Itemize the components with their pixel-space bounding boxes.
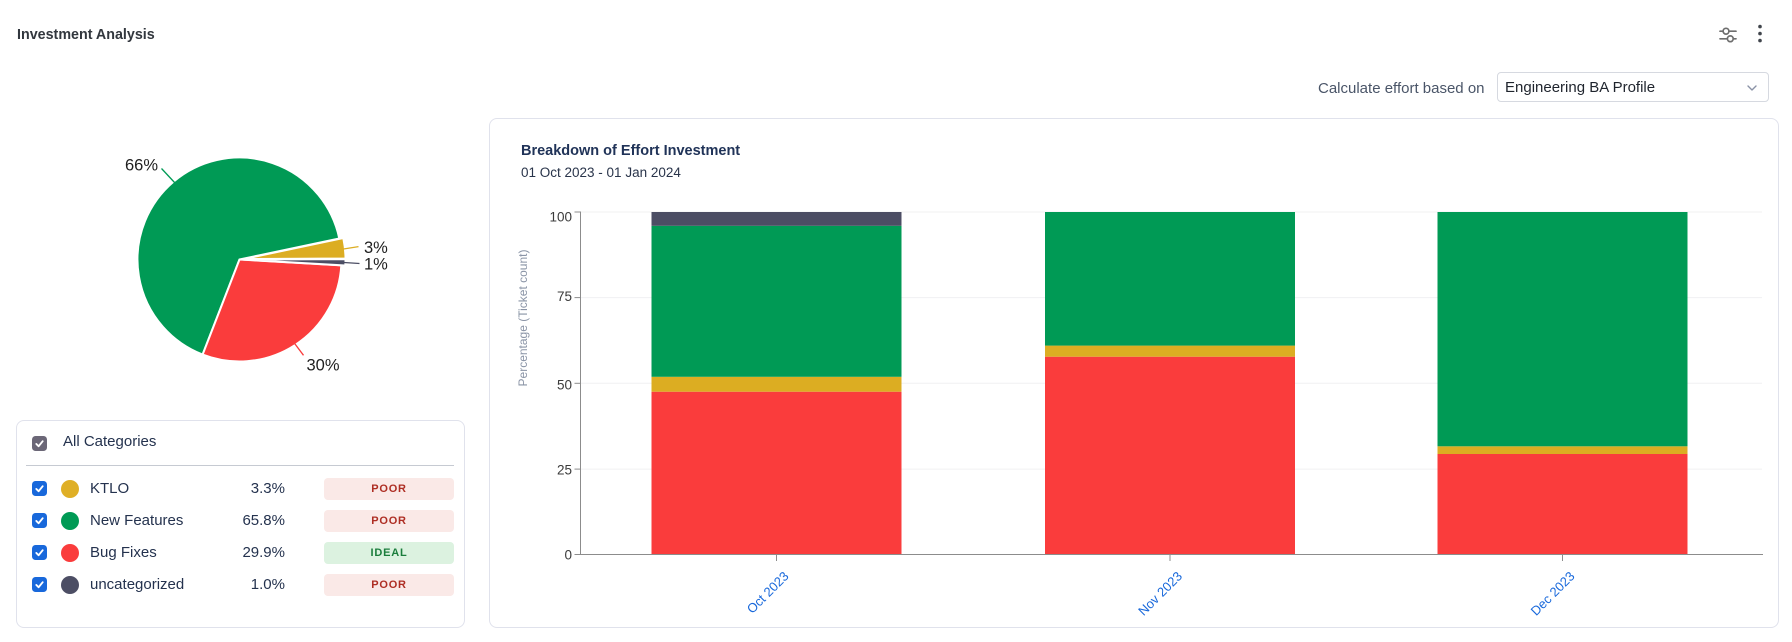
svg-text:66%: 66% [125,157,158,175]
svg-text:30%: 30% [307,357,340,375]
svg-text:3%: 3% [364,239,388,257]
svg-text:1%: 1% [364,256,388,274]
